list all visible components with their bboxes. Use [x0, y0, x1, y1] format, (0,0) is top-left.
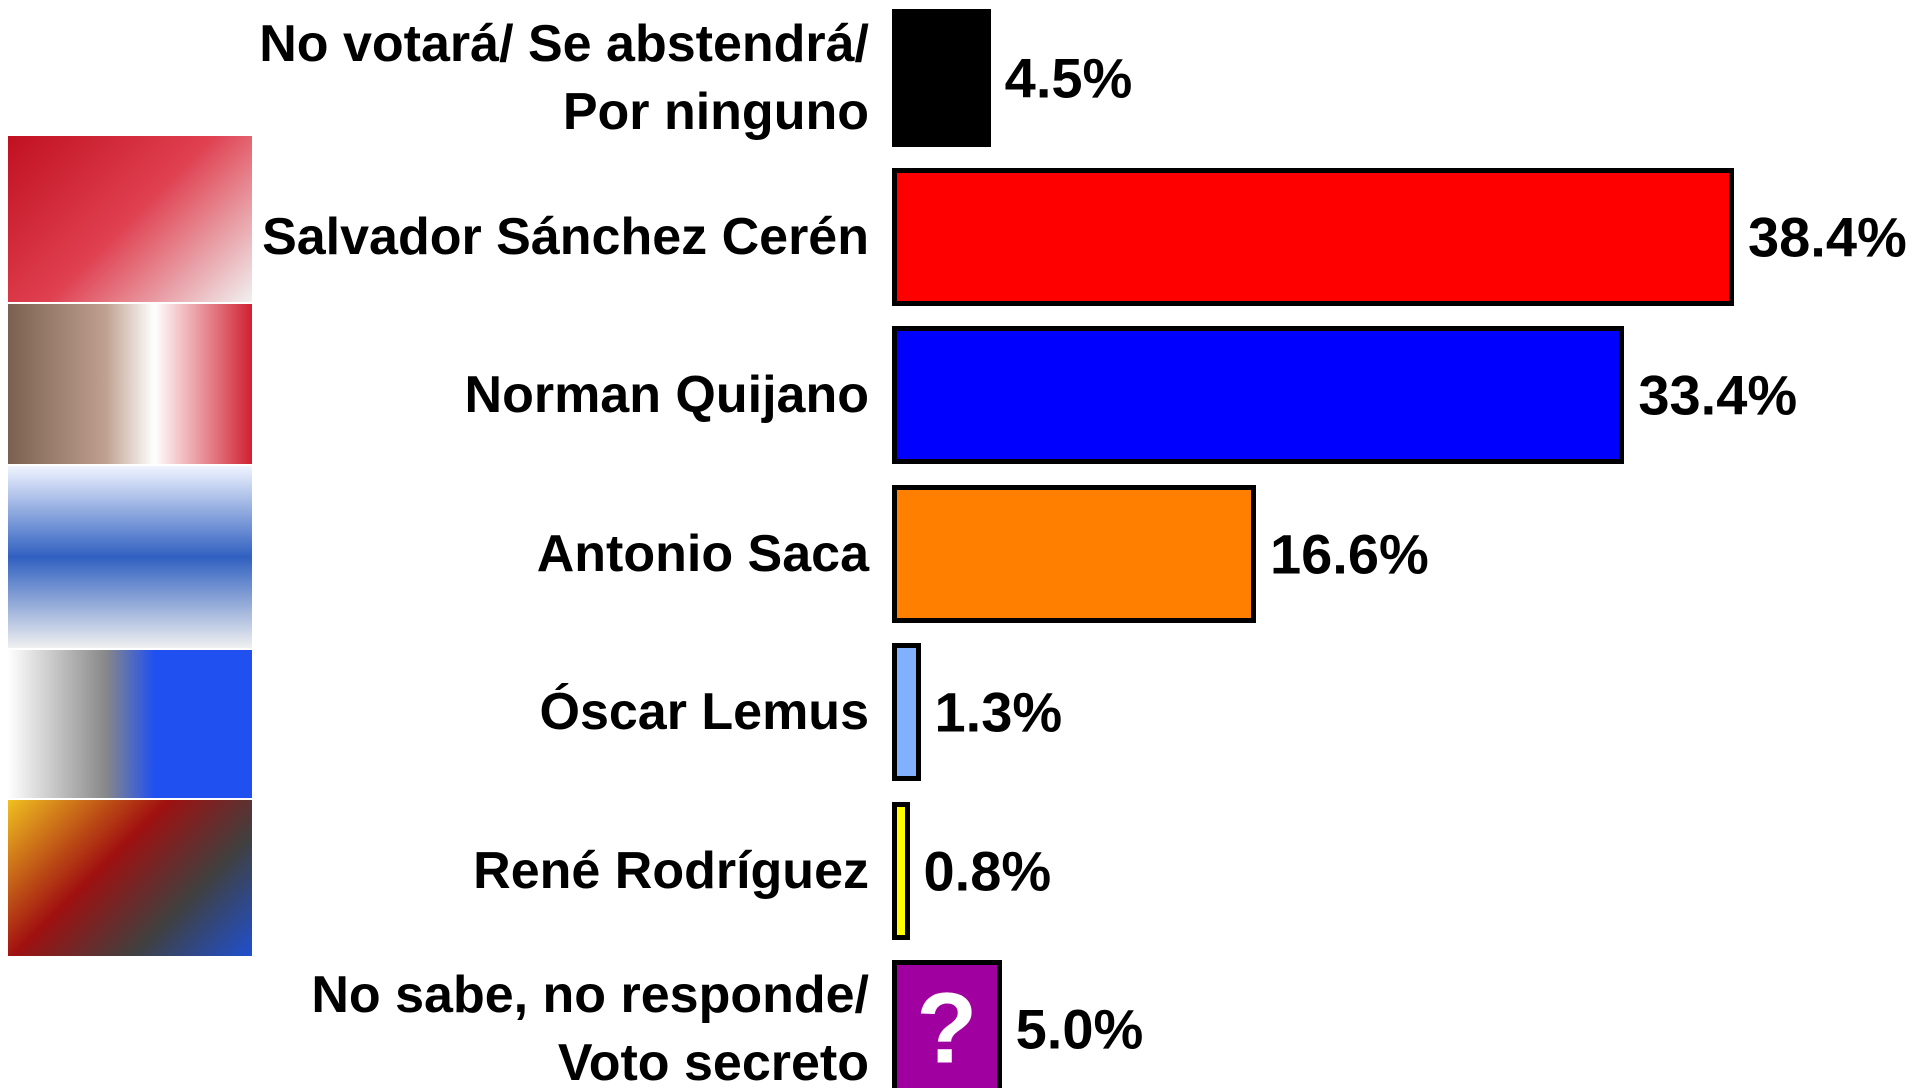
category-label: Salvador Sánchez Cerén	[9, 203, 869, 271]
value-label: 38.4%	[1748, 204, 1907, 269]
value-label: 1.3%	[935, 680, 1063, 745]
bar	[892, 643, 921, 781]
bar	[892, 802, 910, 940]
category-label: Norman Quijano	[9, 361, 869, 429]
category-label: No sabe, no responde/ Voto secreto	[9, 961, 869, 1088]
value-label: 5.0%	[1016, 997, 1144, 1062]
value-label: 16.6%	[1270, 521, 1429, 586]
value-label: 4.5%	[1005, 46, 1133, 111]
category-label: René Rodríguez	[9, 837, 869, 905]
category-label: Óscar Lemus	[9, 678, 869, 746]
value-label: 33.4%	[1638, 363, 1797, 428]
bar-icon: ?	[916, 972, 977, 1087]
bar	[892, 168, 1734, 306]
chart: No votará/ Se abstendrá/ Por ninguno 4.5%…	[0, 0, 1923, 1088]
bar	[892, 326, 1624, 464]
value-label: 0.8%	[924, 838, 1052, 903]
category-label: Antonio Saca	[9, 520, 869, 588]
bar	[892, 485, 1256, 623]
category-label: No votará/ Se abstendrá/ Por ninguno	[9, 10, 869, 146]
bar	[892, 9, 991, 147]
